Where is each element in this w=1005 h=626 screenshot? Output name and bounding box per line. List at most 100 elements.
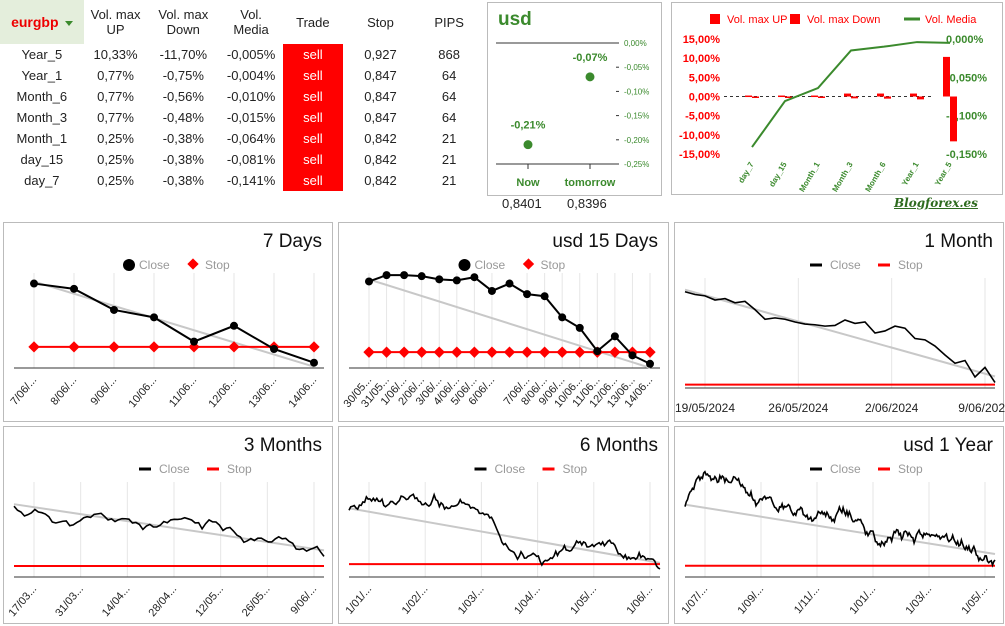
bar-down bbox=[917, 96, 924, 100]
bar-down bbox=[818, 96, 825, 98]
forecast-data-label: -0,21% bbox=[511, 120, 546, 132]
trend-line bbox=[33, 280, 315, 368]
close-point bbox=[400, 271, 409, 280]
header-vol-media: Vol. Media bbox=[233, 7, 269, 37]
legend-stop-label: Stop bbox=[227, 462, 252, 476]
table-row: day_7 0,25% -0,38% -0,141% sell 0,842 21 bbox=[0, 170, 480, 191]
tomorrow-value: 0,8396 bbox=[567, 196, 607, 211]
row-stop: 0,847 bbox=[364, 110, 397, 125]
row-trade-badge[interactable]: sell bbox=[283, 170, 343, 191]
legend-close-label: Close bbox=[830, 258, 861, 272]
close-point bbox=[558, 313, 567, 322]
bar-down bbox=[950, 96, 957, 142]
row-vol-down: -0,38% bbox=[162, 173, 204, 188]
close-point bbox=[435, 275, 444, 284]
row-trade-badge[interactable]: sell bbox=[283, 86, 343, 107]
forecast-title: usd bbox=[498, 9, 532, 30]
close-line bbox=[684, 290, 996, 383]
bar-down bbox=[752, 96, 759, 98]
y-right-tick: -0,150% bbox=[946, 149, 987, 161]
x-category-label: Month_6 bbox=[863, 160, 888, 193]
chart-title: 3 Months bbox=[243, 435, 322, 456]
x-tick-label: 17/03... bbox=[7, 583, 40, 619]
stop-marker bbox=[433, 346, 445, 358]
close-point bbox=[646, 359, 654, 368]
x-tick-label: 9/06/... bbox=[288, 583, 319, 616]
forecast-x-label: Now bbox=[516, 177, 540, 189]
volatility-panel: Vol. max UP Vol. max Down Vol. Media 15,00%… bbox=[671, 2, 1003, 210]
now-value: 0,8401 bbox=[502, 196, 542, 211]
stop-marker bbox=[574, 346, 586, 358]
chart-title: usd 15 Days bbox=[552, 231, 658, 252]
legend-stop-marker bbox=[522, 258, 535, 270]
stop-marker bbox=[556, 346, 568, 358]
legend-close-label: Close bbox=[830, 462, 861, 476]
row-period: day_15 bbox=[20, 152, 64, 167]
x-tick-label: 9/06/2024 bbox=[958, 401, 1005, 415]
legend-label: Vol. Media bbox=[925, 14, 977, 26]
chart-panel-d15: usd 15 Days Close Stop 30/05... 31/05... 1/06… bbox=[338, 222, 669, 422]
table-body: Year_5 10,33% -11,70% -0,005% sell 0,927 868 Ye… bbox=[0, 44, 480, 191]
forecast-point bbox=[585, 72, 595, 82]
x-tick-label: 1/01/... bbox=[847, 583, 878, 616]
row-vol-up: 0,77% bbox=[97, 68, 134, 83]
x-tick-label: 1/02/... bbox=[400, 583, 431, 616]
trend-line bbox=[348, 507, 661, 564]
row-stop: 0,847 bbox=[364, 68, 397, 83]
table-row: Month_1 0,25% -0,38% -0,064% sell 0,842 21 bbox=[0, 128, 480, 149]
line-chart: Close Stop 1/01/... 1/02/... 1/03/... 1/04/..… bbox=[343, 462, 661, 617]
row-trade-badge[interactable]: sell bbox=[283, 128, 343, 149]
legend-close-label: Close bbox=[495, 462, 526, 476]
row-vol-down: -0,48% bbox=[162, 110, 204, 125]
chart-title: 7 Days bbox=[262, 231, 322, 252]
table-header-row: eurgbp Vol. max UP Vol. max Down Vol. Media… bbox=[0, 0, 480, 44]
row-vol-down: -0,75% bbox=[162, 68, 204, 83]
summary-table: eurgbp Vol. max UP Vol. max Down Vol. Media… bbox=[0, 0, 480, 191]
y-left-tick: 0,00% bbox=[689, 92, 720, 104]
table-row: Month_6 0,77% -0,56% -0,010% sell 0,847 64 bbox=[0, 86, 480, 107]
summary-table-panel: eurgbp Vol. max UP Vol. max Down Vol. Media… bbox=[0, 0, 480, 196]
header-trade: Trade bbox=[296, 14, 330, 30]
row-trade-badge[interactable]: sell bbox=[283, 149, 343, 170]
stop-marker bbox=[148, 341, 160, 353]
legend-stop-label: Stop bbox=[563, 462, 588, 476]
row-stop: 0,927 bbox=[364, 47, 397, 62]
forecast-data-label: -0,07% bbox=[573, 52, 608, 64]
stop-marker bbox=[644, 346, 656, 358]
volatility-chart: Vol. max UP Vol. max Down Vol. Media 15,00%… bbox=[679, 14, 987, 193]
bar-up bbox=[745, 95, 752, 98]
close-point bbox=[382, 271, 391, 280]
row-trade-badge[interactable]: sell bbox=[283, 65, 343, 86]
chart-panel-m6: 6 Months Close Stop 1/01/... 1/02/... 1/03/..… bbox=[338, 426, 669, 624]
row-vol-up: 0,25% bbox=[97, 152, 134, 167]
y-tick-label: -0,10% bbox=[624, 87, 649, 96]
stop-marker bbox=[398, 346, 410, 358]
line-chart: Close Stop 7/06/... 8/06/... 9/06/... 10/06..… bbox=[8, 258, 324, 410]
row-trade-badge[interactable]: sell bbox=[283, 44, 343, 65]
line-chart: Close Stop 1/07/... 1/09/... 1/11/... 1/01/..… bbox=[679, 462, 996, 617]
row-trade-badge[interactable]: sell bbox=[283, 107, 343, 128]
stop-marker bbox=[68, 341, 80, 353]
y-left-tick: 10,00% bbox=[683, 53, 721, 65]
row-vol-media: -0,081% bbox=[226, 152, 276, 167]
x-category-label: Month_1 bbox=[797, 160, 822, 193]
table-row: Year_5 10,33% -11,70% -0,005% sell 0,927 868 bbox=[0, 44, 480, 65]
row-vol-up: 0,77% bbox=[97, 89, 134, 104]
symbol-selector[interactable]: eurgbp bbox=[0, 0, 84, 44]
x-tick-label: 1/05/... bbox=[959, 583, 990, 616]
close-point bbox=[30, 279, 38, 288]
x-tick-label: 10/06... bbox=[127, 374, 160, 410]
y-left-tick: -15,00% bbox=[679, 149, 720, 161]
header-vol-max-down: Vol. max Down bbox=[158, 7, 209, 37]
row-pips: 64 bbox=[441, 110, 457, 125]
x-tick-label: 26/05/2024 bbox=[768, 401, 828, 415]
chart-title: 6 Months bbox=[579, 435, 658, 456]
table-row: Year_1 0,77% -0,75% -0,004% sell 0,847 64 bbox=[0, 65, 480, 86]
media-line bbox=[751, 41, 951, 148]
row-pips: 21 bbox=[441, 173, 457, 188]
x-tick-label: 12/06... bbox=[207, 374, 240, 410]
close-point bbox=[505, 279, 514, 288]
x-tick-label: 1/05/... bbox=[568, 583, 599, 616]
bar-up bbox=[844, 93, 851, 97]
x-tick-label: 14/06... bbox=[287, 374, 320, 410]
